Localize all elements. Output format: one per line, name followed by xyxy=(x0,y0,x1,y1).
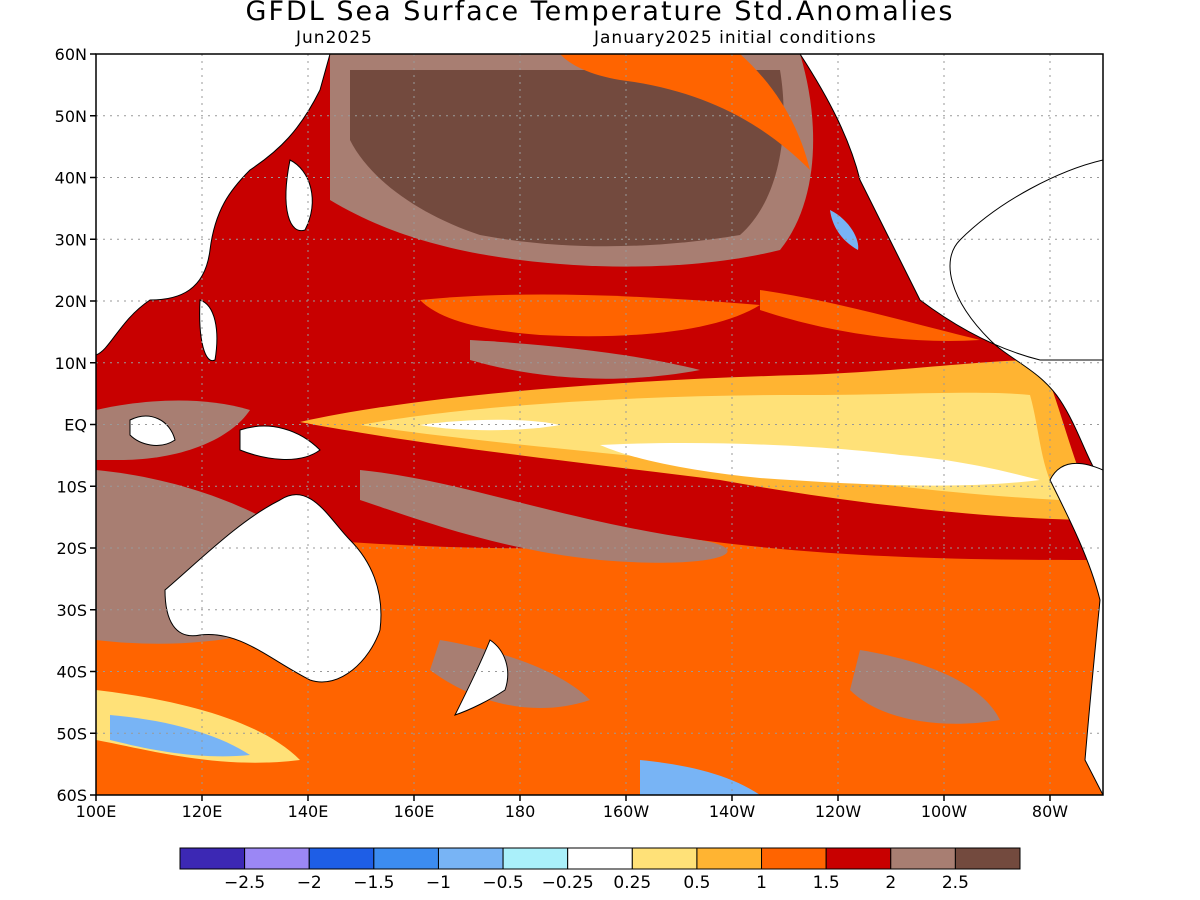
colorbar-swatch xyxy=(631,847,698,870)
initial-conditions: January2025 initial conditions xyxy=(594,28,877,48)
lon-tick-label: 160W xyxy=(603,802,650,821)
colorbar-swatch xyxy=(890,847,956,870)
colorbar-label: −2.5 xyxy=(224,873,265,893)
lat-tick-label: 50N xyxy=(55,107,87,126)
lon-tick-label: 120E xyxy=(182,802,223,821)
colorbar-label: 0.25 xyxy=(613,873,651,893)
map-title: GFDL Sea Surface Temperature Std.Anomali… xyxy=(245,0,955,27)
lon-tick-label: 140W xyxy=(709,802,756,821)
colorbar-swatch xyxy=(437,847,504,870)
colorbar-swatch xyxy=(825,847,892,870)
southern-ocean-cool-patch-2 xyxy=(640,760,760,795)
lat-tick-label: 30N xyxy=(55,230,87,249)
lon-tick-label: 120W xyxy=(815,802,862,821)
colorbar-label: −1.5 xyxy=(353,873,394,893)
colorbar-swatch xyxy=(954,847,1021,870)
colorbar-label: 1.5 xyxy=(813,873,840,893)
colorbar-label: −1 xyxy=(426,873,451,893)
latitude-axis: 60N 50N 40N 30N 20N 10N EQ 10S 20S 30S 40S 50S 60S xyxy=(55,45,96,805)
subtropical-orange-band xyxy=(420,294,760,337)
lon-tick-label: 180 xyxy=(505,802,536,821)
new-zealand-landmass xyxy=(454,639,509,716)
colorbar-swatch xyxy=(761,847,827,870)
colorbar-swatch xyxy=(696,847,763,870)
colorbar-label: 0.5 xyxy=(683,873,710,893)
asia-landmass xyxy=(96,54,331,356)
lon-tick-label: 140E xyxy=(288,802,329,821)
south-america-landmass xyxy=(1049,462,1103,795)
lat-tick-label: 20S xyxy=(56,539,87,558)
gulf-of-alaska-orange xyxy=(560,54,810,170)
tropical-north-brown xyxy=(470,340,700,379)
lat-tick-label: 10N xyxy=(55,354,87,373)
colorbar-swatch xyxy=(179,847,246,870)
colorbar-label: −0.25 xyxy=(542,873,594,893)
colorbar-swatch xyxy=(244,847,310,870)
colorbar-label: 2 xyxy=(885,873,896,893)
lon-tick-label: 100E xyxy=(76,802,117,821)
lat-tick-label: 30S xyxy=(56,601,87,620)
lat-tick-label: 50S xyxy=(56,724,87,743)
lon-tick-label: 100W xyxy=(921,802,968,821)
lat-tick-label: 40N xyxy=(55,169,87,188)
lat-tick-label: EQ xyxy=(64,416,87,435)
colorbar-swatch xyxy=(502,847,569,870)
colorbar-label: 1 xyxy=(756,873,767,893)
lat-tick-label: 10S xyxy=(56,477,87,496)
lat-tick-label: 60S xyxy=(56,786,87,805)
maritime-continent-brown xyxy=(96,400,250,460)
lat-tick-label: 40S xyxy=(56,663,87,682)
colorbar-label: −2 xyxy=(297,873,322,893)
forecast-month: Jun2025 xyxy=(296,28,373,48)
southern-ocean-cool-patch xyxy=(110,715,250,757)
lat-tick-label: 20N xyxy=(55,292,87,311)
lat-lon-grid xyxy=(96,54,1103,795)
philippines-landmass xyxy=(199,299,218,362)
north-america-landmass xyxy=(799,54,1103,481)
colorbar-swatch xyxy=(308,847,375,870)
equatorial-white-core xyxy=(600,443,1040,486)
lon-tick-label: 160E xyxy=(394,802,435,821)
colorbar-swatch xyxy=(567,847,633,870)
colorbar-label: 2.5 xyxy=(942,873,969,893)
northeast-orange-band xyxy=(760,290,980,341)
lon-tick-label: 80W xyxy=(1032,802,1068,821)
colorbar-swatch xyxy=(373,847,439,870)
australia-landmass xyxy=(164,494,382,683)
colorbar: −2.5 −2 −1.5 −1 −0.5 −0.25 0.25 0.5 1 1.5 2 2.5 xyxy=(179,847,1021,893)
longitude-axis: 100E 120E 140E 160E 180 160W 140W 120W 100W 80W xyxy=(76,795,1068,821)
borneo-landmass xyxy=(129,415,176,446)
colorbar-label: −0.5 xyxy=(482,873,523,893)
california-coast-cool xyxy=(830,210,859,250)
north-pacific-dark xyxy=(350,70,784,247)
lat-tick-label: 60N xyxy=(55,45,87,64)
south-pacific-brown-streak xyxy=(360,470,728,563)
southeast-pacific-brown xyxy=(850,650,1000,724)
new-guinea-landmass xyxy=(239,425,321,460)
anomaly-field xyxy=(96,54,1103,795)
